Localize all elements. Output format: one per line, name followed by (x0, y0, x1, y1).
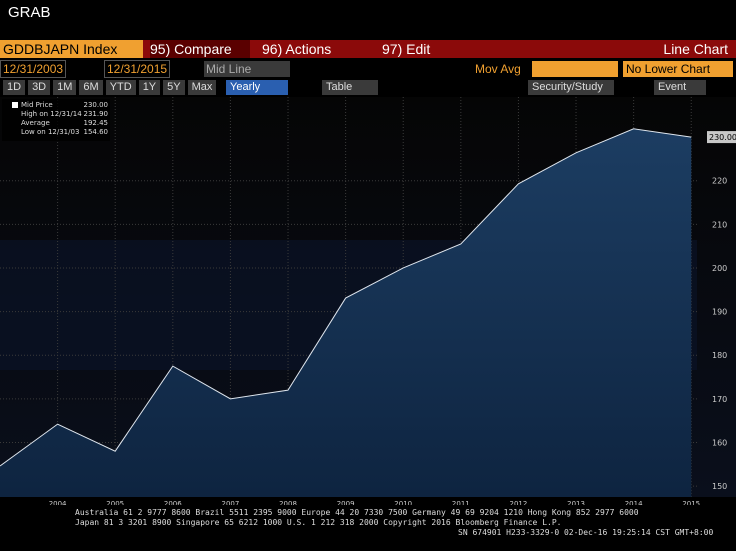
x-tick-label: 2015 (682, 500, 700, 505)
range-buttons: 1D 3D 1M 6M YTD 1Y 5Y Max (3, 80, 217, 95)
x-tick-label: 2011 (452, 500, 470, 505)
y-tick-label: 150 (712, 482, 727, 491)
x-tick-label: 2007 (221, 500, 239, 505)
mov-avg[interactable]: Mov Avg (475, 62, 521, 76)
y-tick-label: 200 (712, 264, 727, 273)
x-tick-label: 2013 (567, 500, 585, 505)
legend-value: 192.45 (84, 119, 109, 127)
legend-name: Low on 12/31/03 (21, 128, 79, 136)
legend-box (2, 99, 110, 141)
legend-value: 231.90 (84, 110, 109, 118)
field-select[interactable]: Mid Line (204, 61, 290, 77)
range-button[interactable]: 1Y (138, 80, 161, 95)
x-tick-label: 2012 (510, 500, 528, 505)
range-button[interactable]: 1M (53, 80, 77, 95)
study-button[interactable]: Security/Study (528, 80, 614, 95)
start-date[interactable]: 12/31/2003 (0, 60, 67, 78)
y-tick-label: 220 (712, 177, 727, 186)
range-button[interactable]: 1D (3, 80, 26, 95)
range-button[interactable]: 6M (79, 80, 103, 95)
chart-kind[interactable]: Line Chart (663, 41, 728, 57)
security-field[interactable]: GDDBJAPN Index (0, 40, 143, 58)
x-tick-label: 2009 (337, 500, 355, 505)
menu-edit[interactable]: 97) Edit (382, 41, 431, 57)
table-button[interactable]: Table (322, 80, 378, 95)
legend-name: Average (21, 119, 50, 127)
menu-actions[interactable]: 96) Actions (262, 41, 332, 57)
y-tick-label: 180 (712, 351, 727, 360)
chart: 150 160 170 180 190 200 210 220 2004 2005 2006 2007… (0, 97, 736, 505)
event-button[interactable]: Event (654, 80, 706, 95)
y-tick-label: 190 (712, 308, 727, 317)
footer-line: SN 674901 H233-3329-0 02-Dec-16 19:25:14… (458, 528, 714, 537)
legend-value: 154.60 (84, 128, 109, 136)
period-select[interactable]: Yearly (226, 80, 288, 95)
range-button[interactable]: YTD (105, 80, 136, 95)
legend-value: 230.00 (84, 101, 109, 109)
legend-swatch (12, 102, 18, 108)
x-tick-label: 2010 (394, 500, 412, 505)
range-button[interactable]: Max (187, 80, 217, 95)
x-tick-label: 2008 (279, 500, 297, 505)
legend-name: Mid Price (21, 101, 53, 109)
end-date[interactable]: 12/31/2015 (104, 60, 171, 78)
x-tick-label: 2005 (106, 500, 124, 505)
footer-line: Japan 81 3 3201 8900 Singapore 65 6212 1… (75, 518, 562, 527)
last-price-box (707, 131, 736, 144)
x-tick-label: 2014 (625, 500, 643, 505)
range-button[interactable]: 3D (28, 80, 51, 95)
legend-name: High on 12/31/14 (21, 110, 82, 118)
x-tick-label: 2004 (49, 500, 67, 505)
y-tick-label: 160 (712, 438, 727, 447)
window-title: GRAB (8, 4, 51, 21)
range-button[interactable]: 5Y (163, 80, 185, 95)
price-line (0, 128, 692, 467)
y-tick-label: 210 (712, 220, 727, 229)
menu-compare[interactable]: 95) Compare (150, 40, 250, 58)
area-fill (0, 128, 692, 498)
footer-line: Australia 61 2 9777 8600 Brazil 5511 239… (75, 508, 639, 517)
x-tick-label: 2006 (164, 500, 182, 505)
lower-chart[interactable]: No Lower Chart (623, 61, 733, 77)
y-tick-label: 170 (712, 395, 727, 404)
mov-avg-box[interactable] (532, 61, 618, 77)
last-price-label: 230.00 (709, 133, 736, 142)
